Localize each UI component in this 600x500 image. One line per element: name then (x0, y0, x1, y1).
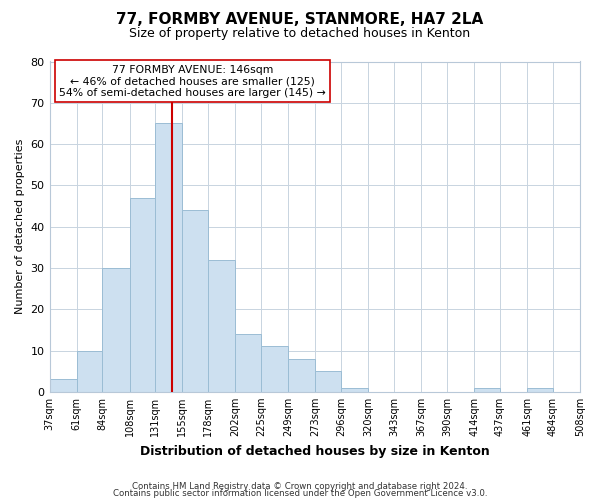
Y-axis label: Number of detached properties: Number of detached properties (15, 139, 25, 314)
Bar (50, 380, 77, 392)
Bar (208, 260, 235, 392)
Bar (103, 268, 130, 392)
Bar (527, 388, 553, 392)
Text: Contains public sector information licensed under the Open Government Licence v3: Contains public sector information licen… (113, 490, 487, 498)
Bar (155, 124, 182, 392)
Bar (130, 198, 155, 392)
Bar (316, 371, 341, 392)
Bar (77, 350, 103, 392)
Text: 77, FORMBY AVENUE, STANMORE, HA7 2LA: 77, FORMBY AVENUE, STANMORE, HA7 2LA (116, 12, 484, 28)
Text: 77 FORMBY AVENUE: 146sqm
← 46% of detached houses are smaller (125)
54% of semi-: 77 FORMBY AVENUE: 146sqm ← 46% of detach… (59, 65, 326, 98)
Bar (341, 388, 368, 392)
Bar (235, 334, 261, 392)
Bar (261, 346, 289, 392)
Bar (474, 388, 500, 392)
Bar (182, 210, 208, 392)
Text: Contains HM Land Registry data © Crown copyright and database right 2024.: Contains HM Land Registry data © Crown c… (132, 482, 468, 491)
Bar (289, 359, 316, 392)
Text: Size of property relative to detached houses in Kenton: Size of property relative to detached ho… (130, 28, 470, 40)
X-axis label: Distribution of detached houses by size in Kenton: Distribution of detached houses by size … (140, 444, 490, 458)
